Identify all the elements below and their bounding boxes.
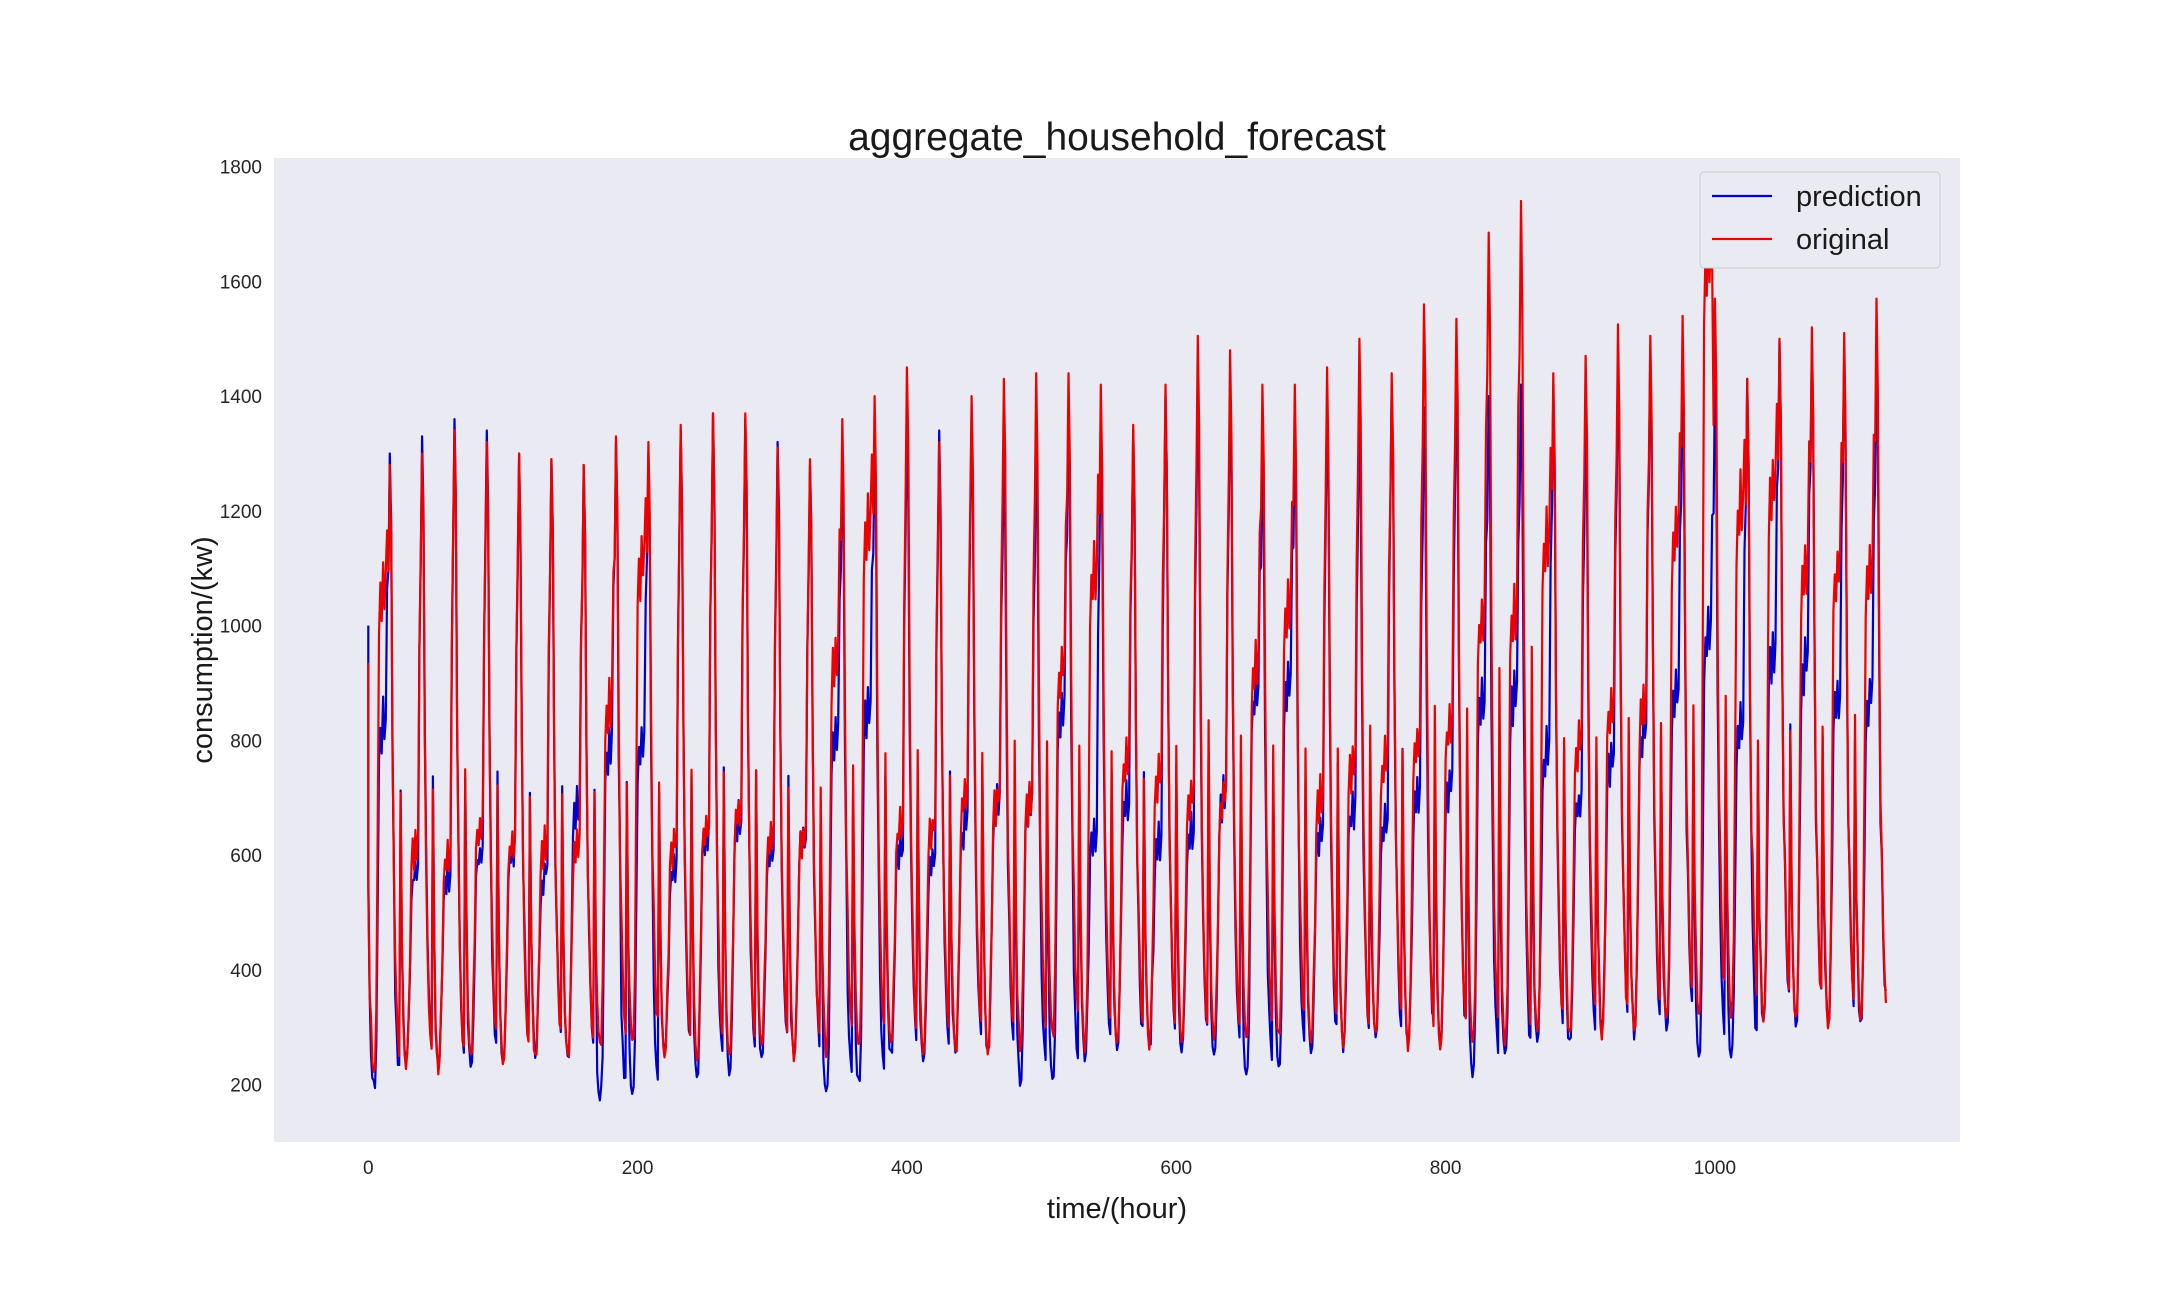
y-tick-label: 400 (230, 961, 262, 982)
legend-label-prediction: prediction (1796, 181, 1922, 213)
y-tick-label: 1200 (220, 502, 262, 523)
y-tick-label: 1800 (220, 158, 262, 179)
x-tick-label: 200 (622, 1158, 654, 1179)
y-tick-label: 600 (230, 846, 262, 867)
legend-label-original: original (1796, 224, 1890, 256)
series-line-original (367, 199, 1887, 1076)
x-axis-ticks: 0 200 400 600 800 1000 (363, 1158, 1736, 1179)
y-tick-label: 1600 (220, 272, 262, 293)
x-tick-label: 400 (891, 1158, 923, 1179)
y-tick-label: 200 (230, 1076, 262, 1097)
x-axis-label: time/(hour) (1047, 1193, 1187, 1225)
x-tick-label: 800 (1430, 1158, 1462, 1179)
chart-title: aggregate_household_forecast (848, 116, 1386, 159)
legend: prediction original (1699, 171, 1941, 269)
y-tick-label: 1400 (220, 387, 262, 408)
x-tick-label: 600 (1160, 1158, 1192, 1179)
y-axis-label: consumption/(kw) (187, 536, 219, 763)
y-axis-ticks: 200 400 600 800 1000 1200 1400 1600 1800 (220, 158, 262, 1097)
x-tick-label: 1000 (1694, 1158, 1736, 1179)
series-layer (367, 199, 1887, 1102)
x-tick-label: 0 (363, 1158, 374, 1179)
y-tick-label: 800 (230, 731, 262, 752)
y-tick-label: 1000 (220, 617, 262, 638)
